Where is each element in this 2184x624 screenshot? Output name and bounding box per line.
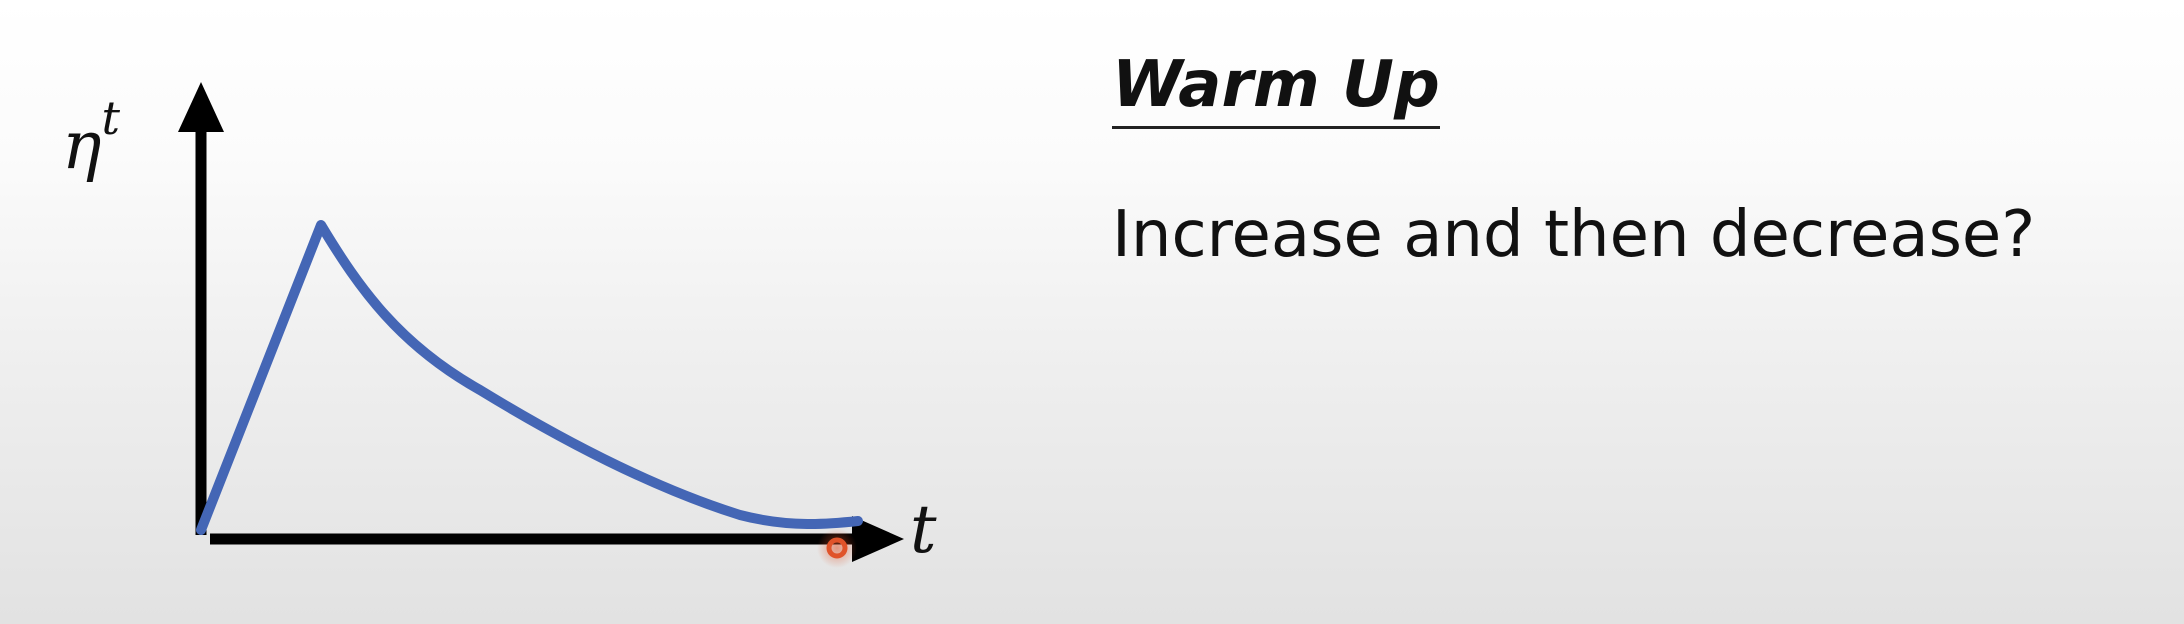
slide-heading: Warm Up bbox=[1112, 44, 1440, 129]
x-axis-label: t bbox=[910, 491, 937, 568]
y-axis-arrowhead bbox=[178, 82, 224, 132]
y-axis-label-superscript: t bbox=[102, 91, 121, 145]
y-axis-label: ηt bbox=[62, 91, 121, 184]
cursor-glow bbox=[817, 528, 857, 568]
x-axis-arrowhead bbox=[852, 516, 904, 562]
learning-rate-curve bbox=[196, 220, 863, 535]
warmup-diagram: ηt t bbox=[62, 82, 937, 568]
cursor-pointer-icon bbox=[826, 537, 848, 559]
slide-subtitle: Increase and then decrease? bbox=[1112, 198, 2036, 272]
